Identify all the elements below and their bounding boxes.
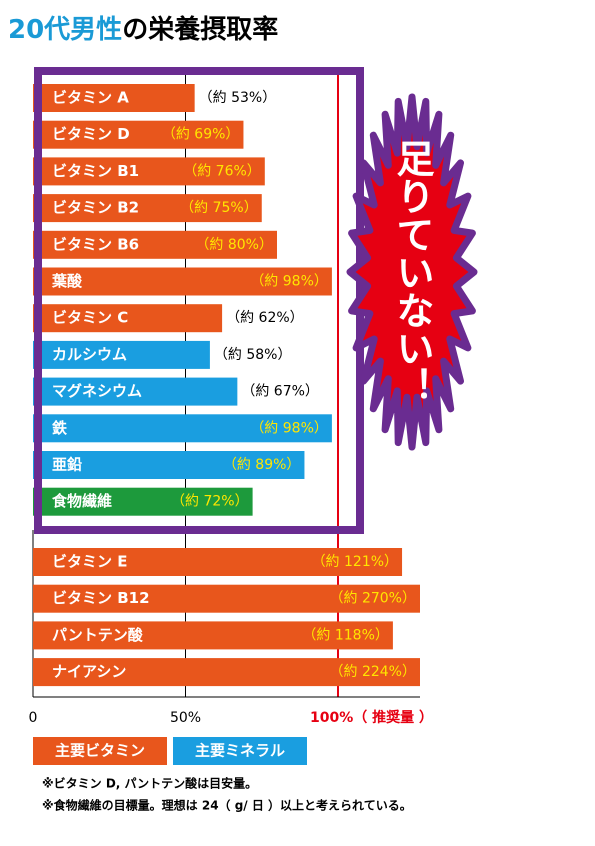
value-label: （約 67%） xyxy=(241,384,319,400)
bar xyxy=(33,451,305,479)
value-label: （約 270%） xyxy=(330,591,416,607)
category-label: パントテン酸 xyxy=(52,626,144,644)
category-label: ビタミン B12 xyxy=(52,589,150,607)
bar xyxy=(33,120,244,149)
chart-title: 20代男性の栄養摂取率 xyxy=(8,14,278,45)
bar xyxy=(33,658,420,687)
bar xyxy=(33,621,393,650)
value-label: （約 75%） xyxy=(180,200,258,216)
value-label: （約 72%） xyxy=(171,494,249,510)
category-label: 鉄 xyxy=(52,419,67,437)
category-label: ビタミン B2 xyxy=(52,199,139,217)
value-label: （約 98%） xyxy=(250,274,328,290)
category-label: 食物繊維 xyxy=(52,492,112,510)
bar xyxy=(33,194,262,223)
legend-swatch xyxy=(33,737,167,765)
value-label: （約 224%） xyxy=(330,664,416,680)
footnote: ※食物繊維の目標量。理想は 24（ g/ 日 ）以上と考えられている。 xyxy=(42,798,412,813)
bar xyxy=(33,340,210,369)
category-label: 亜鉛 xyxy=(52,456,82,474)
category-label: ビタミン A xyxy=(52,89,129,107)
value-label: （約 53%） xyxy=(199,90,277,106)
bar xyxy=(33,414,332,443)
bar xyxy=(33,230,277,259)
value-label: （約 76%） xyxy=(183,163,261,179)
footnote: ※ビタミン D, パントテン酸は目安量。 xyxy=(42,776,257,791)
bar xyxy=(33,84,195,112)
category-label: 葉酸 xyxy=(51,272,83,290)
x-tick-label: 50% xyxy=(170,710,201,726)
legend-label: 主要ビタミン xyxy=(55,742,145,760)
value-label: （約 69%） xyxy=(162,127,240,143)
value-label: （約 89%） xyxy=(223,457,301,473)
category-label: ビタミン C xyxy=(52,309,128,327)
category-label: ナイアシン xyxy=(52,663,126,681)
bars xyxy=(33,84,420,687)
bar xyxy=(33,487,253,516)
category-label: ビタミン D xyxy=(52,125,130,143)
bar xyxy=(33,157,265,186)
bar xyxy=(33,267,332,296)
category-label: ビタミン B1 xyxy=(52,162,139,180)
burst xyxy=(346,93,478,451)
bar xyxy=(33,584,420,613)
value-label: （約 80%） xyxy=(195,237,273,253)
category-label: マグネシウム xyxy=(52,382,142,400)
bar xyxy=(33,304,223,333)
value-label: （約 118%） xyxy=(302,627,388,643)
value-label: （約 62%） xyxy=(226,310,304,326)
category-label: ビタミン E xyxy=(52,553,127,571)
x-tick-label: 100%（ 推奨量 ） xyxy=(310,709,433,726)
value-label: （約 121%） xyxy=(312,554,398,570)
legend-label: 主要ミネラル xyxy=(195,742,285,760)
legend-swatch xyxy=(173,737,307,765)
category-label: ビタミン B6 xyxy=(52,235,139,253)
value-label: （約 58%） xyxy=(214,347,292,363)
category-label: カルシウム xyxy=(52,345,127,363)
annotation: 足りていない！ xyxy=(390,139,434,405)
x-tick-label: 0 xyxy=(29,710,38,726)
value-label: （約 98%） xyxy=(250,420,328,436)
title-part: 20代男性 xyxy=(8,15,122,45)
bar xyxy=(33,377,238,406)
bar xyxy=(33,548,403,576)
title-part: の栄養摂取率 xyxy=(122,14,278,45)
